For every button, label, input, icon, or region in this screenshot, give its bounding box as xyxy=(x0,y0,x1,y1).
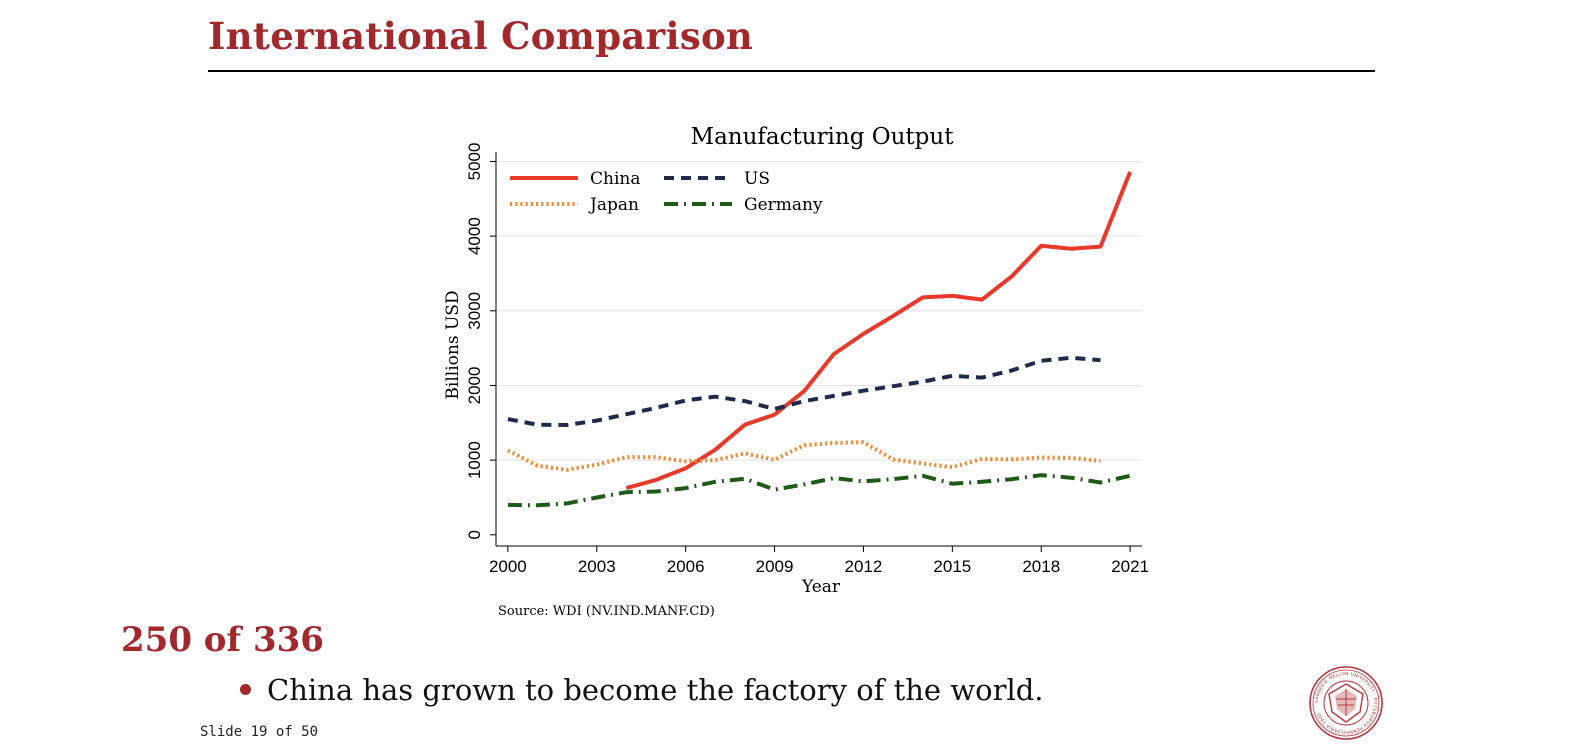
y-tick-label: 1000 xyxy=(465,441,484,479)
legend-label-us: US xyxy=(744,169,770,189)
x-tick-label: 2021 xyxy=(1111,557,1149,576)
bullet-text: China has grown to become the factory of… xyxy=(267,673,1044,707)
series-line-us xyxy=(507,355,1101,427)
y-tick-label: 2000 xyxy=(465,367,484,405)
cmu-seal-logo: CARNEGIE MELLON UNIVERSITY · PITTSBURGH … xyxy=(1309,666,1383,740)
series-line-germany xyxy=(507,473,1131,508)
chart-axes: 0 1000 2000 3000 4000 5000 2000 2003 2006 2009 201… xyxy=(465,143,1149,576)
x-tick-label: 2012 xyxy=(845,557,883,576)
x-tick-label: 2003 xyxy=(578,557,616,576)
x-tick-label: 2000 xyxy=(489,557,527,576)
slide-title: International Comparison xyxy=(208,14,754,58)
legend-label-germany: Germany xyxy=(744,195,823,215)
x-tick-label: 2009 xyxy=(756,557,794,576)
series-line-japan xyxy=(506,440,1101,472)
chart-title: Manufacturing Output xyxy=(691,124,955,150)
y-tick-label: 4000 xyxy=(465,217,484,255)
x-tick-label: 2015 xyxy=(933,557,971,576)
chart-source: Source: WDI (NV.IND.MANF.CD) xyxy=(498,604,715,619)
bullet-dot xyxy=(240,684,251,695)
slide-number: Slide 19 of 50 xyxy=(200,724,319,740)
y-tick-label: 3000 xyxy=(465,292,484,330)
x-axis-label: Year xyxy=(801,577,841,597)
chart-gridlines xyxy=(496,160,1142,461)
y-tick-label: 5000 xyxy=(465,143,484,181)
x-tick-label: 2018 xyxy=(1022,557,1060,576)
chart-series xyxy=(506,171,1132,508)
chart-legend: China US Japan Germany xyxy=(510,169,823,215)
slide-counter: 250 of 336 xyxy=(121,620,324,660)
y-tick-label: 0 xyxy=(465,530,484,539)
manufacturing-output-chart: 0 1000 2000 3000 4000 5000 2000 2003 2006 2009 201… xyxy=(443,124,1149,619)
series-line-china xyxy=(625,171,1132,491)
y-axis-label: Billions USD xyxy=(443,290,463,399)
legend-label-japan: Japan xyxy=(588,195,639,215)
x-tick-label: 2006 xyxy=(667,557,705,576)
legend-label-china: China xyxy=(590,169,640,189)
title-divider xyxy=(208,70,1375,72)
